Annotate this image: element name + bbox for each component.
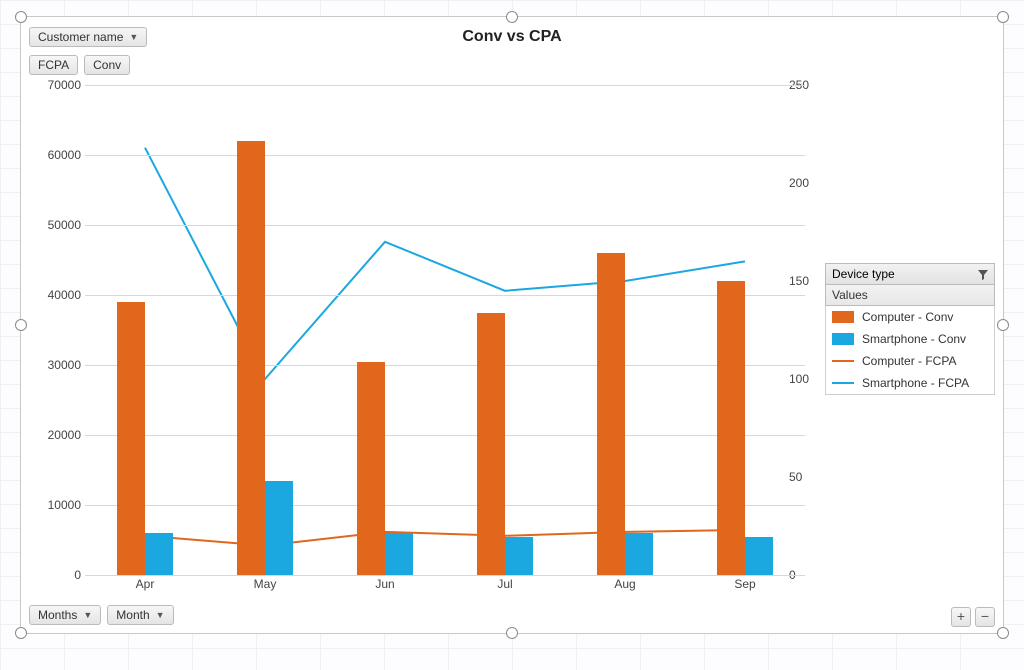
legend-label: Smartphone - Conv [862,332,966,346]
dropdown-icon: ▼ [129,32,138,42]
x-tick-label: May [254,577,277,591]
bar-smartphone_conv[interactable] [745,537,773,576]
chart-title: Conv vs CPA [462,28,561,46]
legend-list: Computer - Conv Smartphone - Conv Computer… [825,306,995,395]
month-filter-button[interactable]: Month ▼ [107,605,173,625]
y-left-tick-label: 50000 [45,218,81,232]
chart-header: Customer name ▼ Conv vs CPA [29,23,995,51]
selection-handle[interactable] [15,319,27,331]
selection-handle[interactable] [15,11,27,23]
legend-item[interactable]: Computer - FCPA [826,350,994,372]
bar-smartphone_conv[interactable] [145,533,173,575]
bar-smartphone_conv[interactable] [385,533,413,575]
y-left-tick-label: 70000 [45,78,81,92]
selection-handle[interactable] [997,627,1009,639]
x-tick-label: Sep [734,577,755,591]
y-left-tick-label: 40000 [45,288,81,302]
footer-filters: Months ▼ Month ▼ [29,603,995,627]
footer-buttons: + − [951,607,995,627]
legend-label: Computer - Conv [862,310,953,324]
y-left-tick-label: 10000 [45,498,81,512]
selection-handle[interactable] [997,319,1009,331]
plot-area[interactable] [85,85,805,575]
legend-label: Computer - FCPA [862,354,956,368]
months-filter-button[interactable]: Months ▼ [29,605,101,625]
legend-swatch [832,333,854,345]
gridline [85,505,805,506]
bar-smartphone_conv[interactable] [265,481,293,576]
legend-label: Smartphone - FCPA [862,376,969,390]
device-type-label: Device type [832,267,895,281]
legend-item[interactable]: Smartphone - FCPA [826,372,994,394]
dropdown-icon: ▼ [83,610,92,620]
bar-computer_conv[interactable] [597,253,625,575]
expand-button[interactable]: + [951,607,971,627]
customer-filter-label: Customer name [38,30,123,44]
legend-item[interactable]: Computer - Conv [826,306,994,328]
filter-icon [978,269,988,279]
months-filter-label: Months [38,608,77,622]
gridline [85,155,805,156]
dropdown-icon: ▼ [156,610,165,620]
bar-computer_conv[interactable] [717,281,745,575]
line-smartphone_fcpa[interactable] [145,148,745,379]
legend-values-header: Values [825,284,995,306]
month-filter-label: Month [116,608,149,622]
gridline [85,295,805,296]
gridline [85,85,805,86]
bar-smartphone_conv[interactable] [505,537,533,576]
bar-smartphone_conv[interactable] [625,533,653,575]
legend-swatch [832,311,854,323]
gridline [85,575,805,576]
legend-swatch [832,382,854,384]
field-button-conv[interactable]: Conv [84,55,130,75]
collapse-button[interactable]: − [975,607,995,627]
chart-object[interactable]: Customer name ▼ Conv vs CPA FCPA Conv 0 1… [20,16,1004,634]
bar-computer_conv[interactable] [357,362,385,576]
x-tick-label: Jun [375,577,394,591]
field-button-fcpa[interactable]: FCPA [29,55,78,75]
selection-handle[interactable] [997,11,1009,23]
field-buttons-row: FCPA Conv [29,55,136,75]
selection-handle[interactable] [506,11,518,23]
customer-filter-button[interactable]: Customer name ▼ [29,27,147,47]
legend-panel: Device type Values Computer - Conv Smartp… [825,263,995,395]
legend-swatch [832,360,854,362]
selection-handle[interactable] [506,627,518,639]
x-tick-label: Apr [136,577,155,591]
x-tick-label: Aug [614,577,635,591]
x-tick-label: Jul [497,577,512,591]
y-left-tick-label: 60000 [45,148,81,162]
line-layer [85,85,805,575]
workspace: Customer name ▼ Conv vs CPA FCPA Conv 0 1… [0,0,1024,670]
device-type-filter[interactable]: Device type [825,263,995,284]
bar-computer_conv[interactable] [477,313,505,576]
gridline [85,365,805,366]
y-left-tick-label: 30000 [45,358,81,372]
bar-computer_conv[interactable] [237,141,265,575]
gridline [85,225,805,226]
line-computer_fcpa[interactable] [145,530,745,546]
selection-handle[interactable] [15,627,27,639]
gridline [85,435,805,436]
y-left-tick-label: 20000 [45,428,81,442]
bar-computer_conv[interactable] [117,302,145,575]
legend-item[interactable]: Smartphone - Conv [826,328,994,350]
y-left-tick-label: 0 [45,568,81,582]
